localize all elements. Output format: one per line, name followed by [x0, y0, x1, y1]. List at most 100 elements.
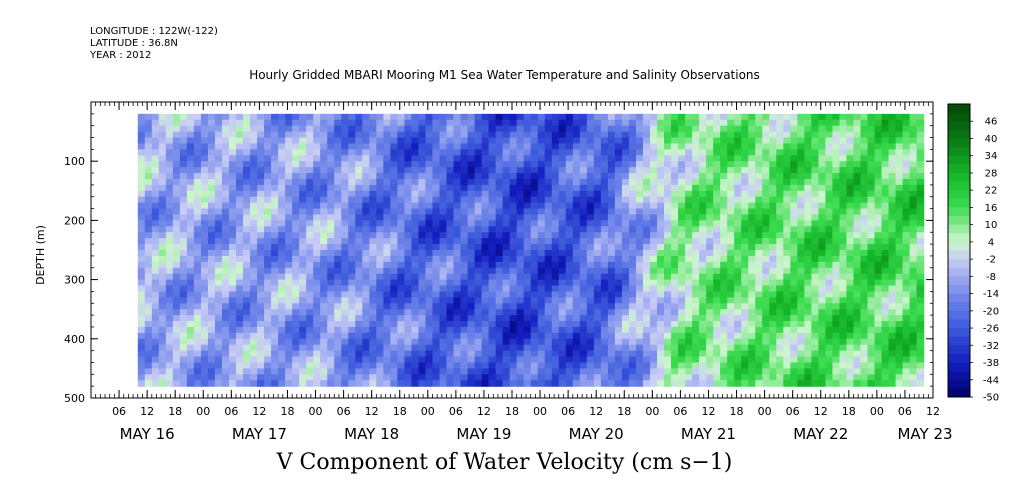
heatmap-cell	[327, 267, 335, 275]
heatmap-cell	[888, 113, 897, 121]
heatmap-cell	[376, 356, 384, 364]
heatmap-cell	[207, 232, 216, 239]
heatmap-cell	[600, 297, 609, 304]
heatmap-cell	[790, 350, 798, 358]
heatmap-cell	[874, 131, 883, 139]
heatmap-cell	[544, 113, 553, 121]
heatmap-cell	[678, 356, 686, 364]
heatmap-cell	[558, 137, 567, 145]
heatmap-cell	[460, 167, 469, 174]
heatmap-cell	[664, 208, 672, 216]
heatmap-cell	[762, 149, 770, 156]
heatmap-cell	[706, 214, 714, 221]
heatmap-cell	[418, 244, 427, 251]
heatmap-cell	[628, 119, 637, 127]
heatmap-cell	[179, 267, 188, 275]
heatmap-cell	[762, 226, 770, 233]
heatmap-cell	[657, 137, 665, 145]
heatmap-cell	[151, 190, 160, 198]
heatmap-cell	[369, 261, 377, 269]
heatmap-cell	[264, 173, 272, 180]
heatmap-cell	[397, 232, 406, 239]
heatmap-cell	[439, 131, 448, 139]
heatmap-cell	[221, 143, 230, 150]
heatmap-cell	[727, 374, 735, 381]
heatmap-cell	[713, 362, 721, 369]
heatmap-cell	[383, 167, 391, 174]
heatmap-cell	[572, 374, 581, 381]
heatmap-cell	[628, 131, 637, 139]
heatmap-cell	[811, 332, 819, 340]
heatmap-cell	[530, 267, 539, 275]
heatmap-cell	[846, 261, 855, 269]
heatmap-cell	[439, 155, 448, 162]
heatmap-cell	[621, 232, 630, 239]
heatmap-cell	[572, 143, 581, 150]
heatmap-cell	[306, 267, 314, 275]
heatmap-cell	[390, 279, 398, 287]
heatmap-cell	[341, 303, 349, 310]
heatmap-cell	[404, 137, 413, 145]
heatmap-cell	[755, 309, 763, 316]
heatmap-cell	[776, 143, 784, 150]
heatmap-cell	[467, 220, 476, 227]
heatmap-cell	[250, 208, 258, 216]
heatmap-cell	[586, 173, 595, 180]
heatmap-cell	[853, 149, 862, 156]
heatmap-cell	[320, 374, 328, 381]
heatmap-cell	[250, 303, 258, 310]
heatmap-cell	[839, 113, 848, 121]
heatmap-cell	[214, 202, 223, 210]
heatmap-cell	[488, 202, 497, 210]
heatmap-cell	[137, 285, 146, 293]
heatmap-cell	[334, 149, 342, 156]
heatmap-cell	[390, 178, 398, 186]
heatmap-cell	[713, 184, 721, 192]
heatmap-cell	[278, 173, 286, 180]
heatmap-cell	[411, 226, 420, 233]
heatmap-cell	[172, 380, 181, 387]
heatmap-cell	[600, 368, 609, 375]
heatmap-cell	[881, 113, 890, 121]
heatmap-cell	[299, 190, 307, 198]
heatmap-cell	[811, 196, 819, 204]
heatmap-cell	[221, 350, 230, 358]
heatmap-cell	[467, 238, 476, 245]
heatmap-cell	[769, 214, 777, 221]
heatmap-cell	[572, 196, 581, 204]
heatmap-cell	[579, 244, 588, 251]
heatmap-cell	[755, 131, 763, 139]
heatmap-cell	[558, 131, 567, 139]
heatmap-cell	[628, 173, 637, 180]
heatmap-cell	[313, 173, 321, 180]
heatmap-cell	[186, 155, 195, 162]
heatmap-cell	[165, 178, 174, 186]
heatmap-cell	[313, 326, 321, 334]
heatmap-cell	[664, 226, 672, 233]
heatmap-cell	[383, 350, 391, 358]
heatmap-cell	[488, 208, 497, 216]
heatmap-cell	[614, 137, 623, 145]
heatmap-cell	[264, 178, 272, 186]
heatmap-cell	[825, 190, 834, 198]
heatmap-cell	[818, 184, 827, 192]
heatmap-cell	[292, 255, 300, 263]
heatmap-cell	[137, 279, 146, 287]
heatmap-cell	[334, 309, 342, 316]
heatmap-cell	[432, 356, 441, 364]
heatmap-cell	[523, 167, 532, 174]
heatmap-cell	[727, 255, 735, 263]
heatmap-cell	[551, 244, 560, 251]
heatmap-cell	[467, 291, 476, 298]
heatmap-cell	[446, 250, 455, 257]
heatmap-cell	[720, 232, 728, 239]
heatmap-cell	[306, 119, 314, 127]
heatmap-cell	[264, 202, 272, 210]
heatmap-cell	[600, 273, 609, 281]
heatmap-cell	[839, 338, 848, 346]
heatmap-cell	[151, 125, 160, 133]
heatmap-cell	[453, 250, 462, 257]
heatmap-cell	[593, 261, 602, 269]
heatmap-cell	[797, 303, 805, 310]
heatmap-cell	[783, 125, 791, 133]
